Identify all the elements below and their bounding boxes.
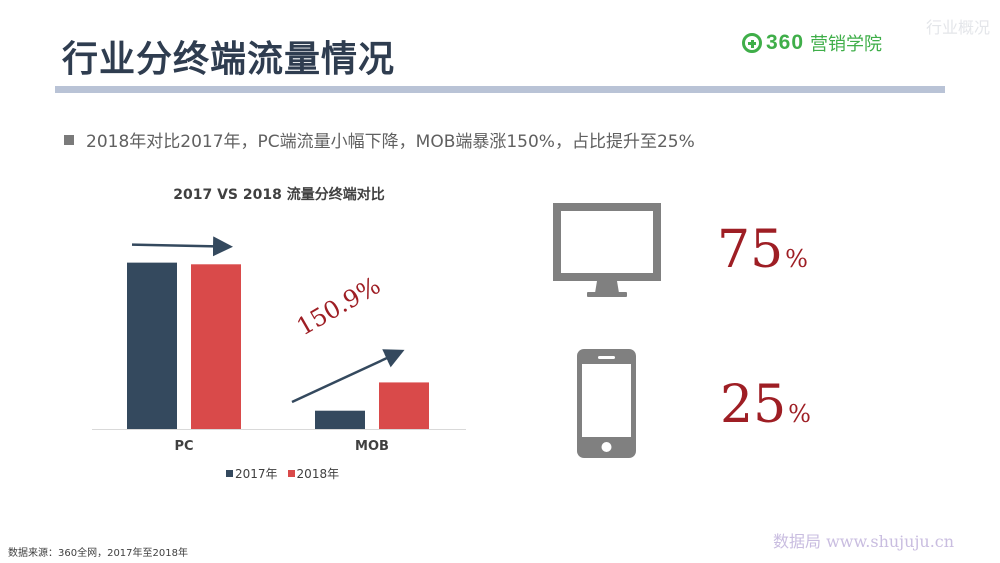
page-title: 行业分终端流量情况 [62,39,396,80]
pc-trend-arrow [131,236,233,257]
logo-number: 360 [766,31,805,54]
bar-pc-1 [191,264,241,429]
legend-swatch-2018 [287,470,295,477]
mob-share-value: 25% [720,375,811,435]
pc-share-unit: % [785,245,808,273]
bar-mob-0 [315,410,365,429]
legend-label-2018: 2018年 [296,467,340,481]
mob-share-number: 25 [720,375,787,435]
chart-legend: 2017年 2018年 [226,465,349,482]
bar-pc-0 [127,262,177,429]
pc-share-number: 75 [717,220,784,280]
monitor-icon [553,203,661,297]
chart-title: 2017 VS 2018 流量分终端对比 [173,187,385,203]
plus-circle-icon [742,33,762,53]
bar-mob-1 [379,382,429,429]
x-tick-label: MOB [355,439,389,454]
title-divider [55,86,945,93]
bullet-square-icon [64,134,74,145]
smartphone-icon [577,349,636,458]
pc-share-value: 75% [717,220,808,280]
watermark: 数据局 www.shujuju.cn [773,532,955,551]
mob-share-unit: % [788,400,811,428]
legend-item-2018: 2018年 [287,465,340,482]
summary-text: 2018年对比2017年，PC端流量小幅下降，MOB端暴涨150%，占比提升至2… [86,132,695,152]
data-source: 数据来源：360全网，2017年至2018年 [8,548,188,559]
summary-bullet: 2018年对比2017年，PC端流量小幅下降，MOB端暴涨150%，占比提升至2… [64,127,695,152]
legend-item-2017: 2017年 [226,465,278,482]
x-tick-label: PC [174,439,193,454]
section-tag: 行业概况 [925,18,990,37]
logo-text: 营销学院 [810,34,883,55]
mob-trend-arrow [291,349,405,404]
legend-swatch-2017 [226,470,233,477]
legend-label-2017: 2017年 [235,467,278,481]
brand-logo: 360 营销学院 [742,30,882,56]
